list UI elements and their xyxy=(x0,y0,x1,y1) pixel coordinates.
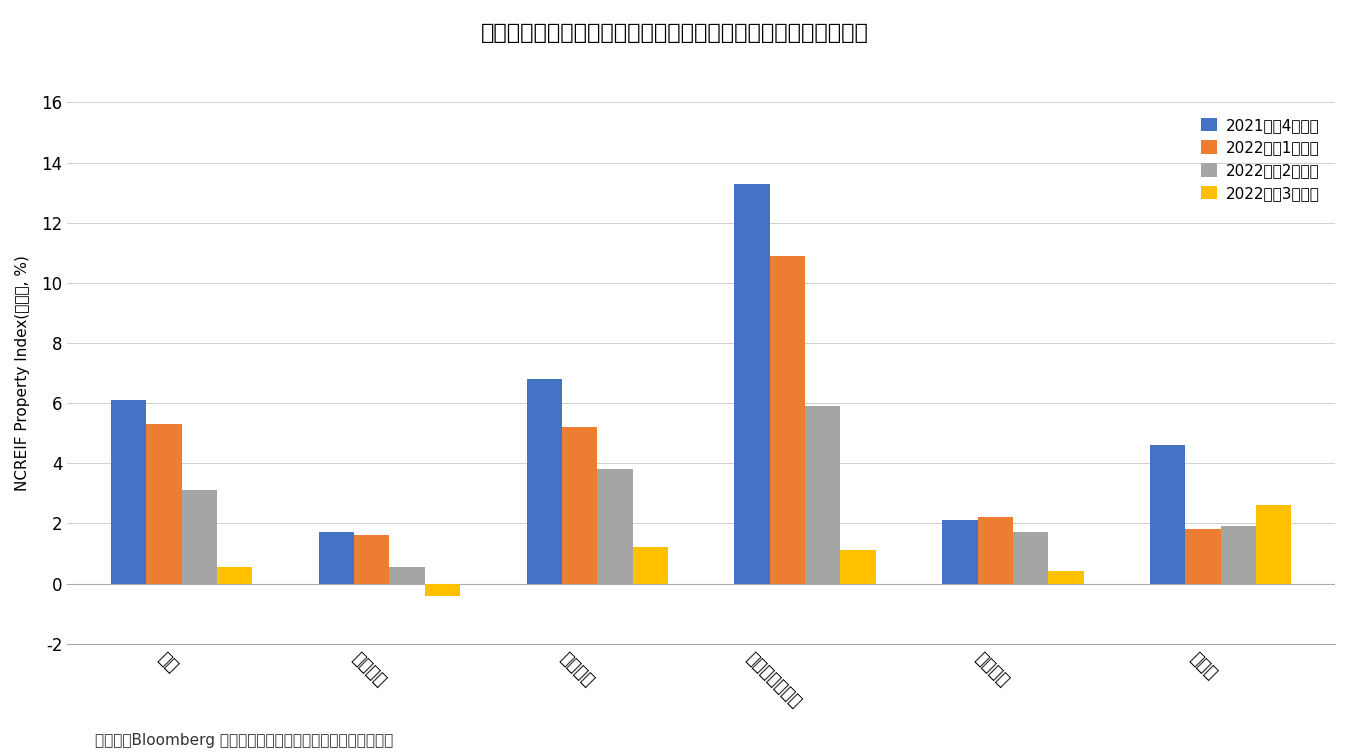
Bar xyxy=(840,550,876,584)
Bar xyxy=(1220,526,1256,584)
Bar xyxy=(1185,529,1220,584)
Bar xyxy=(1012,532,1048,584)
Bar xyxy=(425,584,460,596)
Bar xyxy=(389,567,425,584)
Bar xyxy=(217,567,252,584)
Bar xyxy=(633,547,668,584)
Legend: 2021年第4四半期, 2022年第1四半期, 2022年第2四半期, 2022年第3四半期: 2021年第4四半期, 2022年第1四半期, 2022年第2四半期, 2022… xyxy=(1193,110,1327,209)
Bar xyxy=(942,520,977,584)
Bar xyxy=(181,491,217,584)
Bar xyxy=(146,424,181,584)
Bar xyxy=(769,256,805,584)
Bar xyxy=(977,517,1012,584)
Bar xyxy=(319,532,354,584)
Bar xyxy=(1150,445,1185,584)
Y-axis label: NCREIF Property Index(前期比, %): NCREIF Property Index(前期比, %) xyxy=(15,255,30,491)
Bar xyxy=(1048,572,1084,584)
Bar xyxy=(562,427,597,584)
Text: 図表３：米国の不動産セクター毎のトータルリターン（前期比）: 図表３：米国の不動産セクター毎のトータルリターン（前期比） xyxy=(481,23,869,42)
Bar xyxy=(597,469,633,584)
Text: （出所）Bloomberg のデータをもとにニッセイ基礎研究所作成: （出所）Bloomberg のデータをもとにニッセイ基礎研究所作成 xyxy=(95,733,393,748)
Bar xyxy=(354,535,389,584)
Bar xyxy=(805,406,840,584)
Bar xyxy=(734,184,770,584)
Bar xyxy=(1256,505,1292,584)
Bar xyxy=(111,400,146,584)
Bar xyxy=(526,379,562,584)
